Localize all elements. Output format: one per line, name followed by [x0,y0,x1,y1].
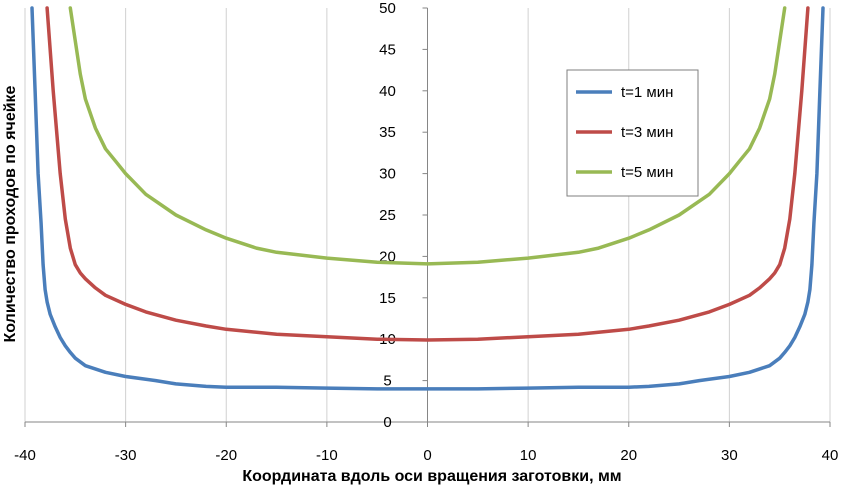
y-tick-label: 40 [379,83,396,100]
x-tick-label: 30 [721,447,738,464]
x-tick-label: 10 [520,447,537,464]
y-tick-label: 35 [379,124,396,141]
y-axis-title: Количество проходов по ячейке [2,85,19,342]
x-tick-label: -40 [14,447,36,464]
y-tick-label: 15 [379,290,396,307]
legend: t=1 мин t=3 мин t=5 мин [566,69,699,197]
y-tick-label: 5 [383,373,391,390]
y-tick-label: 30 [379,166,396,183]
y-tick-label: 45 [379,41,396,58]
legend-label-1: t=1 мин [621,84,673,101]
y-tick-label: 50 [379,0,396,17]
x-axis-title: Координата вдоль оси вращения заготовки,… [242,468,621,485]
legend-label-3: t=5 мин [621,164,673,181]
x-tick-labels: -40 -30 -20 -10 0 10 20 30 40 [14,447,838,464]
y-tick-label: 0 [383,414,391,431]
y-tick-label: 25 [379,207,396,224]
series-line-3 [68,6,787,266]
x-tick-label: -30 [115,447,137,464]
x-tick-label: -20 [215,447,237,464]
x-tick-label: 0 [423,447,431,464]
axes [24,7,831,427]
series-line-2 [45,6,810,342]
series-lines [30,6,825,391]
x-tick-label: 40 [822,447,839,464]
legend-label-2: t=3 мин [621,124,673,141]
x-tick-label: -10 [316,447,338,464]
series-line-1 [30,6,825,391]
x-tick-label: 20 [620,447,637,464]
